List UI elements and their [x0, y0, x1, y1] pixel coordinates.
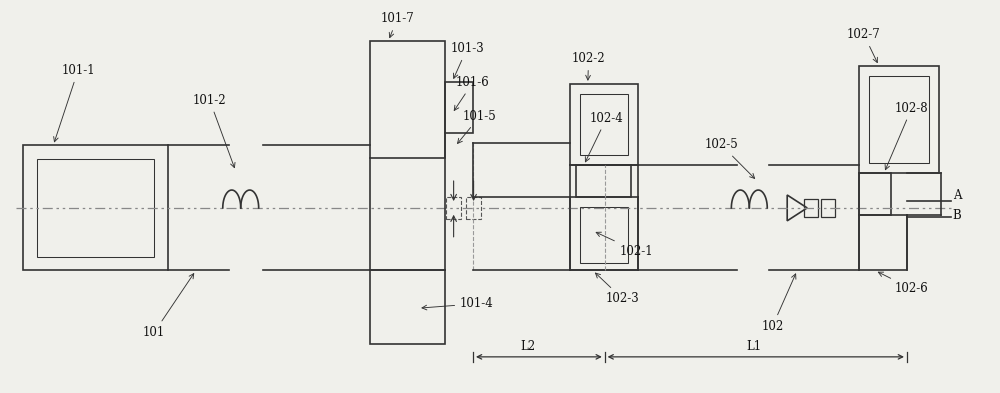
Bar: [821, 199, 835, 217]
Bar: [570, 197, 638, 270]
Text: 101-3: 101-3: [450, 42, 484, 78]
Bar: [446, 197, 461, 219]
Text: 101-2: 101-2: [193, 94, 235, 168]
Bar: [859, 66, 939, 173]
Text: 102-1: 102-1: [596, 232, 653, 257]
Bar: [445, 82, 473, 134]
Text: 102-6: 102-6: [878, 272, 929, 295]
Text: L1: L1: [747, 340, 762, 353]
Bar: [859, 215, 907, 270]
Text: B: B: [953, 209, 961, 222]
Bar: [466, 197, 481, 219]
Bar: [370, 41, 445, 158]
Bar: [869, 76, 929, 163]
Bar: [370, 270, 445, 344]
Text: 102-4: 102-4: [585, 112, 624, 162]
Text: 101-4: 101-4: [422, 297, 494, 310]
Bar: [23, 145, 168, 270]
Text: 101-6: 101-6: [454, 76, 490, 110]
Bar: [859, 173, 891, 215]
Bar: [580, 94, 628, 155]
Bar: [37, 159, 154, 257]
Text: L2: L2: [520, 340, 535, 353]
Text: A: A: [953, 189, 961, 202]
Text: 101-1: 101-1: [54, 64, 95, 142]
Text: 101-7: 101-7: [380, 12, 414, 38]
Text: 101: 101: [143, 274, 194, 339]
Text: 102-5: 102-5: [704, 138, 755, 178]
Text: 101-5: 101-5: [458, 110, 497, 143]
Text: 102-3: 102-3: [595, 273, 639, 305]
Text: 102-8: 102-8: [885, 102, 929, 170]
Text: 102-2: 102-2: [572, 52, 605, 80]
Text: 102-7: 102-7: [847, 28, 881, 62]
Bar: [576, 165, 631, 197]
Text: 102: 102: [761, 274, 796, 333]
Bar: [804, 199, 818, 217]
Bar: [580, 207, 628, 263]
Bar: [570, 84, 638, 165]
